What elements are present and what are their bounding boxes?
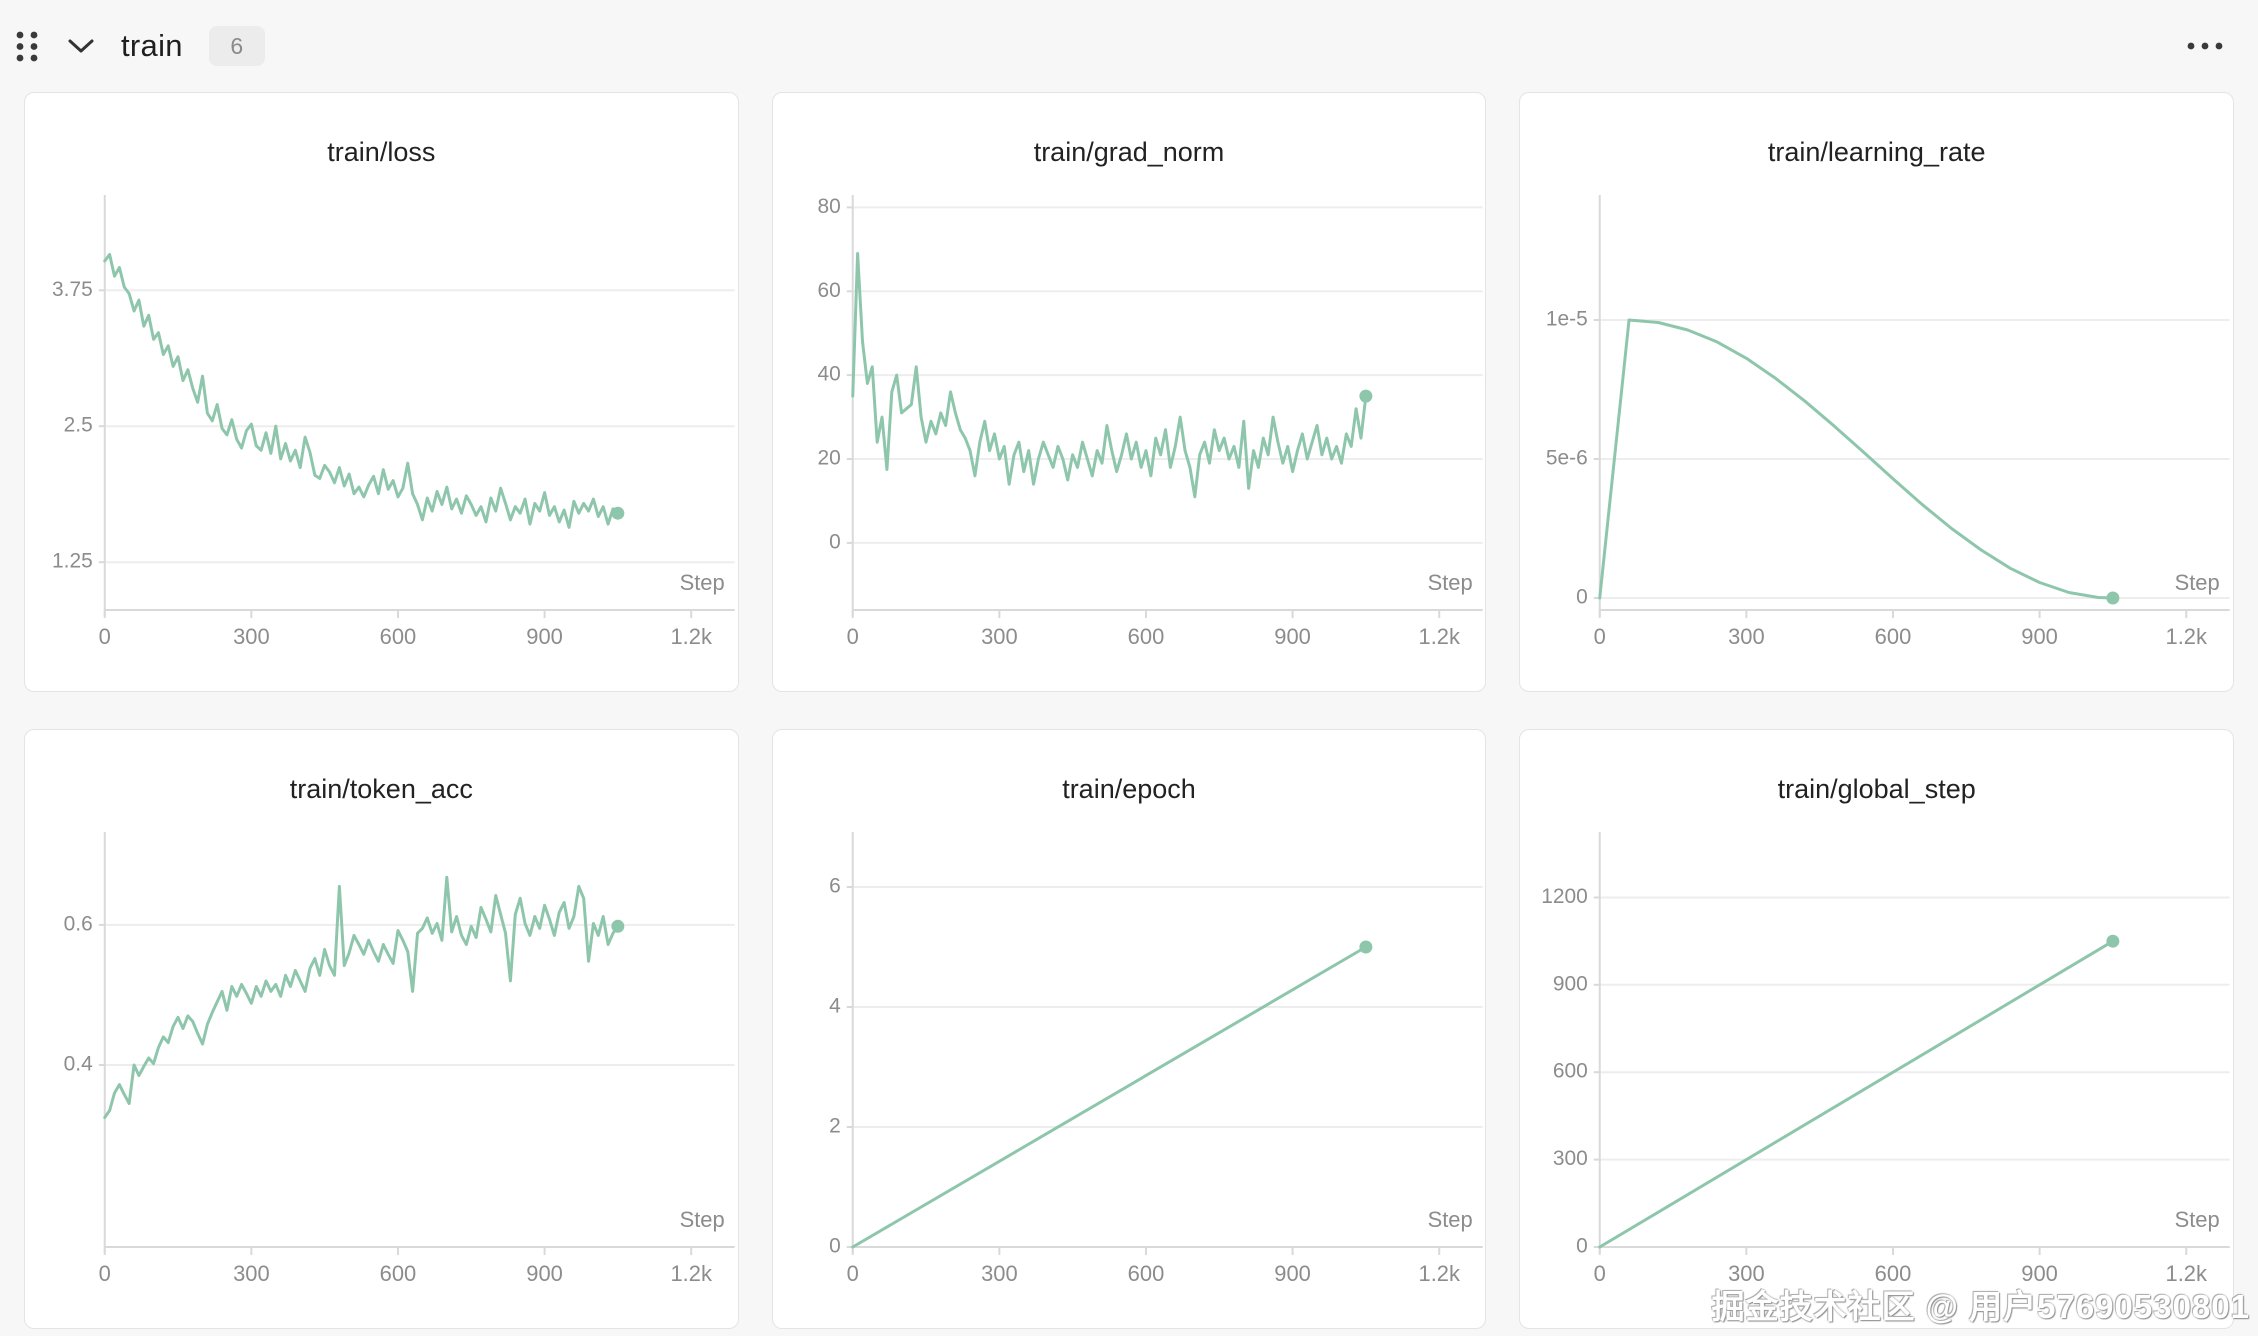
chart-title: train/learning_rate bbox=[1767, 137, 1986, 167]
y-tick-label: 0 bbox=[1576, 1235, 1588, 1258]
end-point-dot bbox=[1359, 940, 1372, 954]
x-tick-label: 0 bbox=[846, 1261, 858, 1286]
series-line bbox=[850, 252, 1368, 499]
y-tick-label: 1e-5 bbox=[1546, 308, 1588, 331]
chart-canvas[interactable]: 0 5e-6 1e-5 0 300 600 900 1.2k Step bbox=[1520, 93, 2233, 691]
y-tick-label: 2.5 bbox=[64, 414, 93, 437]
drag-handle-icon[interactable] bbox=[14, 29, 41, 64]
collapse-chevron-down-icon[interactable] bbox=[67, 37, 95, 55]
x-tick-label: 600 bbox=[1127, 1261, 1164, 1286]
chart-canvas[interactable]: 0 2 4 6 0 300 600 900 1.2k Step bbox=[773, 730, 1486, 1328]
chart-canvas[interactable]: 0 300 600 900 1200 0 300 600 900 1.2k Step bbox=[1520, 730, 2233, 1328]
y-tick-label: 5e-6 bbox=[1546, 447, 1588, 470]
y-tick-label: 300 bbox=[1553, 1147, 1588, 1170]
end-point-dot bbox=[611, 919, 625, 933]
y-tick-label: 4 bbox=[829, 995, 841, 1018]
y-tick-label: 0.4 bbox=[64, 1053, 93, 1076]
y-tick-label: 80 bbox=[817, 195, 840, 218]
y-tick-label: 0 bbox=[829, 1235, 841, 1258]
end-point-dot bbox=[2106, 934, 2120, 948]
chart-card: train/learning_rate 0 5e-6 1e-5 0 300 600 900 1.… bbox=[1519, 92, 2234, 692]
x-tick-label: 1.2k bbox=[1418, 624, 1460, 649]
y-tick-label: 60 bbox=[817, 279, 840, 302]
x-axis-caption: Step bbox=[680, 570, 725, 595]
x-tick-label: 1.2k bbox=[670, 624, 712, 649]
x-axis-caption: Step bbox=[2175, 570, 2220, 595]
x-tick-label: 600 bbox=[1875, 1261, 1912, 1286]
x-tick-label: 900 bbox=[526, 1261, 563, 1286]
x-tick-label: 300 bbox=[233, 624, 270, 649]
x-tick-label: 300 bbox=[233, 1261, 270, 1286]
ellipsis-icon bbox=[2187, 42, 2223, 50]
x-tick-label: 1.2k bbox=[670, 1261, 712, 1286]
x-tick-label: 300 bbox=[1728, 1261, 1765, 1286]
y-tick-label: 0.6 bbox=[64, 912, 93, 935]
chart-card: train/global_step 0 300 600 900 1200 0 300 600 90… bbox=[1519, 729, 2234, 1329]
x-axis-caption: Step bbox=[1427, 1207, 1472, 1232]
series-line bbox=[1598, 318, 2115, 600]
x-tick-label: 1.2k bbox=[1418, 1261, 1460, 1286]
chart-card: train/token_acc 0.4 0.6 0 300 600 900 1.2k Step bbox=[24, 729, 739, 1329]
x-tick-label: 1.2k bbox=[2166, 1261, 2208, 1286]
x-tick-label: 900 bbox=[2022, 1261, 2059, 1286]
more-options-button[interactable] bbox=[2178, 34, 2232, 58]
y-tick-label: 1.25 bbox=[52, 550, 93, 573]
y-tick-label: 1200 bbox=[1542, 885, 1589, 908]
y-tick-label: 6 bbox=[829, 875, 841, 898]
section-header: train 6 bbox=[0, 0, 2258, 92]
chart-count-badge: 6 bbox=[208, 26, 265, 66]
x-tick-label: 600 bbox=[1127, 624, 1164, 649]
chart-title: train/epoch bbox=[1062, 774, 1196, 804]
x-tick-label: 900 bbox=[1274, 624, 1311, 649]
series-line bbox=[103, 875, 620, 1119]
x-tick-label: 0 bbox=[1594, 1261, 1606, 1286]
y-tick-label: 40 bbox=[817, 363, 840, 386]
y-tick-label: 600 bbox=[1553, 1060, 1588, 1083]
y-tick-label: 20 bbox=[817, 447, 840, 470]
x-tick-label: 600 bbox=[1875, 624, 1912, 649]
x-tick-label: 0 bbox=[99, 1261, 111, 1286]
charts-grid: train/loss 1.25 2.5 3.75 0 300 600 900 1.2k Step t… bbox=[24, 92, 2234, 1329]
x-axis-caption: Step bbox=[1427, 570, 1472, 595]
y-tick-label: 0 bbox=[1576, 586, 1588, 609]
chart-canvas[interactable]: 0.4 0.6 0 300 600 900 1.2k Step bbox=[25, 730, 738, 1328]
y-tick-label: 3.75 bbox=[52, 278, 93, 301]
x-tick-label: 600 bbox=[380, 1261, 417, 1286]
x-tick-label: 1.2k bbox=[2166, 624, 2208, 649]
x-tick-label: 900 bbox=[526, 624, 563, 649]
section-title: train bbox=[121, 28, 183, 63]
x-tick-label: 900 bbox=[2022, 624, 2059, 649]
y-tick-label: 900 bbox=[1553, 972, 1588, 995]
chart-title: train/grad_norm bbox=[1033, 137, 1225, 167]
chart-title: train/global_step bbox=[1777, 774, 1976, 804]
x-tick-label: 0 bbox=[846, 624, 858, 649]
x-tick-label: 0 bbox=[1594, 624, 1606, 649]
x-tick-label: 600 bbox=[380, 624, 417, 649]
series-line bbox=[103, 253, 620, 529]
x-tick-label: 900 bbox=[1274, 1261, 1311, 1286]
x-tick-label: 300 bbox=[1728, 624, 1765, 649]
chart-card: train/grad_norm 0 20 40 60 80 0 300 600 900 1.2k St… bbox=[771, 92, 1487, 692]
series-line bbox=[1598, 939, 2115, 1249]
y-tick-label: 0 bbox=[829, 530, 841, 553]
x-tick-label: 300 bbox=[981, 1261, 1018, 1286]
x-tick-label: 300 bbox=[981, 624, 1018, 649]
end-point-dot bbox=[611, 506, 625, 520]
series-line bbox=[850, 945, 1368, 1249]
chart-canvas[interactable]: 0 20 40 60 80 0 300 600 900 1.2k Step bbox=[773, 93, 1486, 691]
x-axis-caption: Step bbox=[2175, 1207, 2220, 1232]
end-point-dot bbox=[2106, 591, 2120, 605]
chart-card: train/loss 1.25 2.5 3.75 0 300 600 900 1.2k Step bbox=[24, 92, 739, 692]
chart-title: train/loss bbox=[327, 137, 436, 167]
x-tick-label: 0 bbox=[99, 624, 111, 649]
y-tick-label: 2 bbox=[829, 1115, 841, 1138]
chart-title: train/token_acc bbox=[289, 774, 473, 804]
chart-card: train/epoch 0 2 4 6 0 300 600 900 1.2k Step bbox=[771, 729, 1487, 1329]
end-point-dot bbox=[1359, 389, 1372, 403]
chart-canvas[interactable]: 1.25 2.5 3.75 0 300 600 900 1.2k Step bbox=[25, 93, 738, 691]
x-axis-caption: Step bbox=[680, 1207, 725, 1232]
